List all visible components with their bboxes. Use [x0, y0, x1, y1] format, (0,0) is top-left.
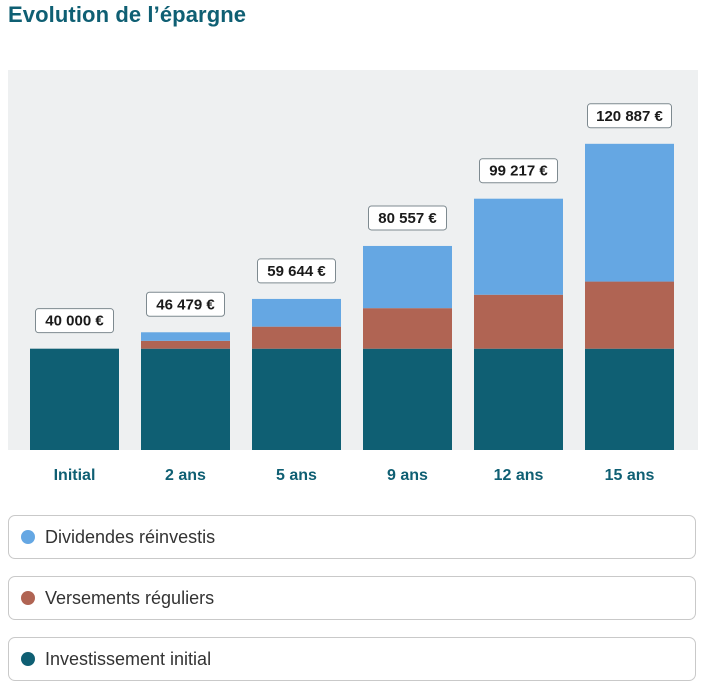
bar-segment-contributions — [252, 326, 341, 349]
bar-segment-initial — [252, 348, 341, 450]
bar-segment-contributions — [141, 340, 230, 349]
total-label-box — [479, 158, 558, 184]
bar-segment-dividends — [585, 143, 674, 282]
bar-segment-initial — [585, 348, 674, 450]
initial-dot-icon — [21, 652, 35, 666]
legend-item-contributions: Versements réguliers — [8, 576, 696, 620]
bar-segment-dividends — [141, 332, 230, 341]
bar-segment-contributions — [474, 294, 563, 349]
category-label: 5 ans — [276, 467, 317, 484]
plot-background — [8, 70, 698, 450]
total-label: 120 887 € — [596, 108, 663, 125]
total-label-box — [35, 308, 114, 334]
bar-segment-contributions — [585, 281, 674, 349]
bar-segment-initial — [141, 348, 230, 450]
bar-segment-initial — [474, 348, 563, 450]
total-label-box — [368, 205, 447, 231]
bar-segment-dividends — [252, 298, 341, 327]
stacked-bar-chart: 40 000 € Initial 46 479 € 2 ans 59 644 € 5 an… — [8, 70, 698, 484]
bar-segment-dividends — [474, 198, 563, 295]
page-title: Evolution de l’épargne — [8, 2, 247, 27]
savings-chart: 40 000 € Initial 46 479 € 2 ans 59 644 € 5 an… — [8, 70, 698, 490]
total-label-box — [146, 291, 225, 317]
legend-label: Dividendes réinvestis — [45, 526, 216, 547]
total-label: 59 644 € — [267, 263, 326, 280]
bar-segment-initial — [363, 348, 452, 450]
category-label: 2 ans — [165, 467, 206, 484]
category-label: Initial — [54, 467, 96, 484]
category-label: 9 ans — [387, 467, 428, 484]
bar-segment-initial — [30, 348, 119, 450]
total-label-box — [257, 258, 336, 284]
legend-item-initial: Investissement initial — [8, 637, 696, 681]
legend-label: Investissement initial — [45, 648, 212, 669]
total-label-box — [587, 103, 672, 129]
legend-label: Versements réguliers — [45, 587, 215, 608]
total-label: 46 479 € — [156, 296, 215, 313]
dividends-dot-icon — [21, 530, 35, 544]
total-label: 99 217 € — [489, 163, 548, 180]
legend-item-dividends: Dividendes réinvestis — [8, 515, 696, 559]
total-label: 40 000 € — [45, 313, 104, 330]
bar-segment-contributions — [363, 308, 452, 349]
contributions-dot-icon — [21, 591, 35, 605]
total-label: 80 557 € — [378, 210, 437, 227]
category-label: 15 ans — [605, 467, 655, 484]
category-label: 12 ans — [494, 467, 544, 484]
bar-segment-dividends — [363, 245, 452, 309]
